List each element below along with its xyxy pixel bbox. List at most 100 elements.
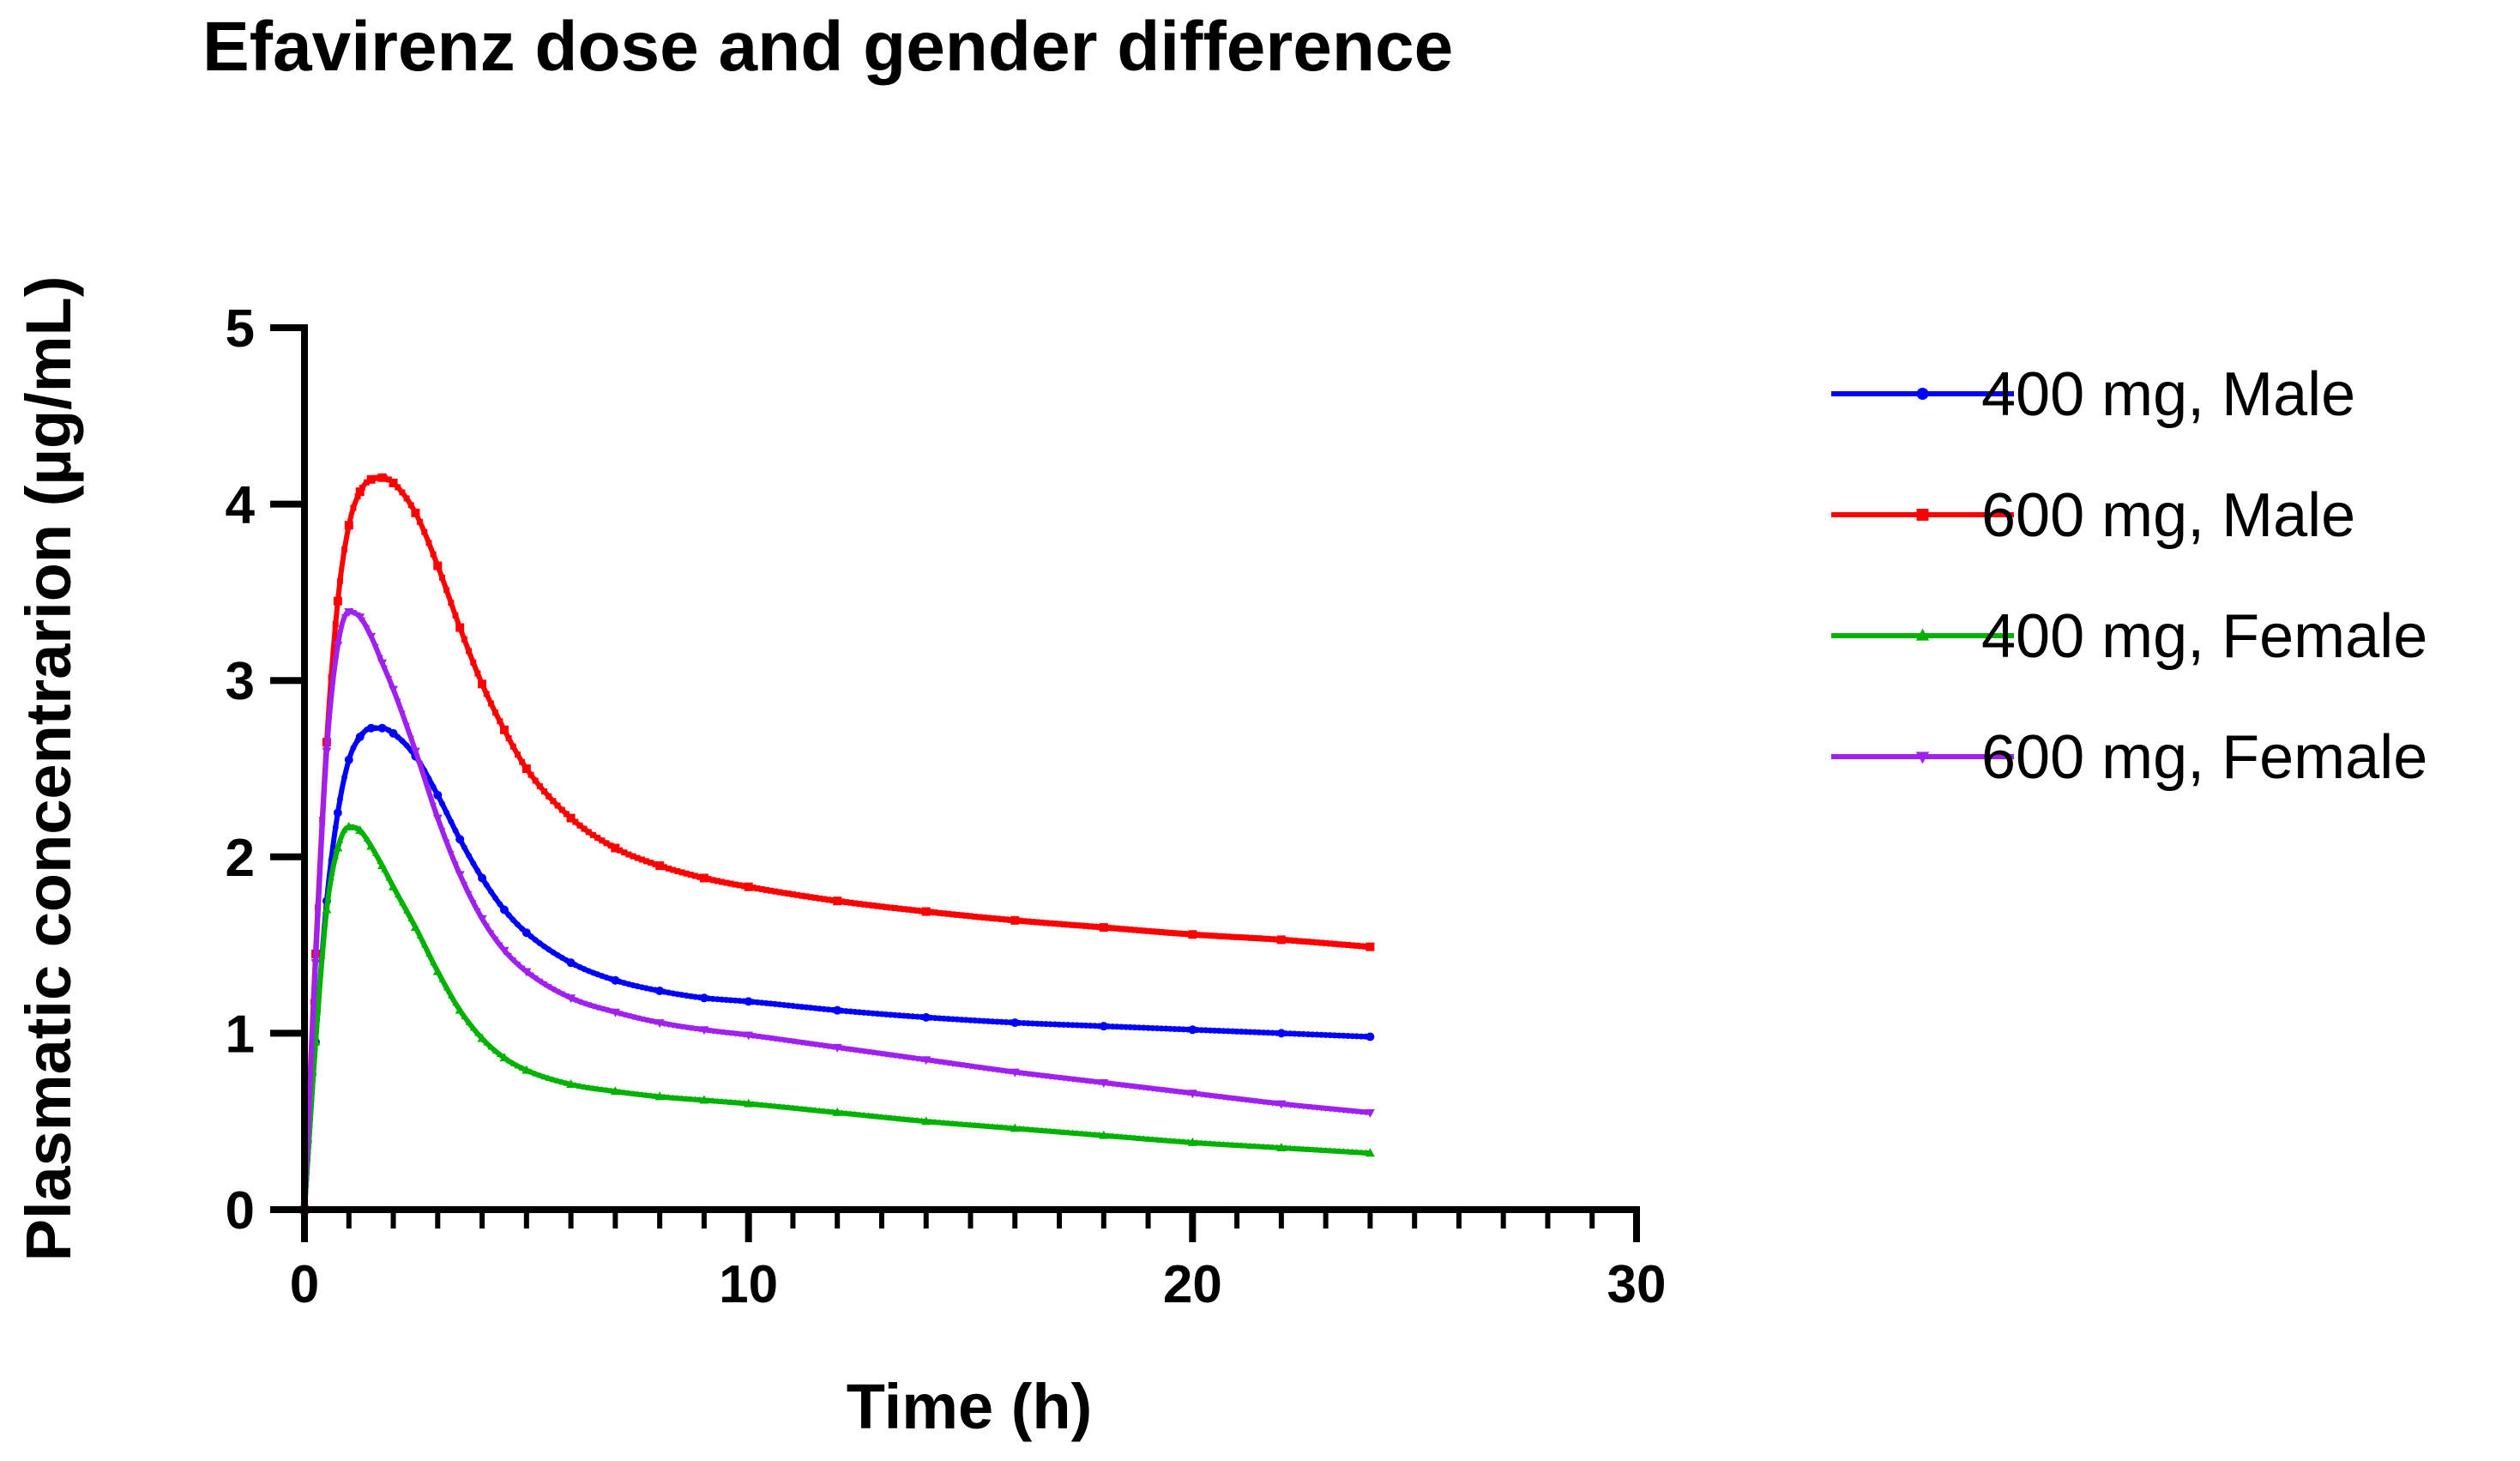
- data-point: [389, 728, 398, 738]
- data-point: [477, 1033, 487, 1042]
- data-point: [389, 685, 399, 695]
- data-point: [921, 1116, 931, 1126]
- data-point: [833, 1005, 842, 1015]
- data-point: [921, 907, 931, 916]
- data-point: [521, 968, 532, 977]
- data-point: [322, 904, 332, 914]
- x-tick-label: 0: [290, 1255, 319, 1314]
- y-tick-label: 1: [226, 1005, 255, 1064]
- data-point: [1366, 1032, 1375, 1041]
- x-tick-label: 10: [719, 1255, 778, 1314]
- data-point: [410, 922, 420, 932]
- data-point: [1188, 930, 1197, 939]
- data-point: [832, 1107, 842, 1116]
- data-point: [611, 975, 620, 985]
- data-point: [478, 679, 487, 689]
- data-point: [611, 843, 620, 853]
- data-point: [333, 808, 342, 818]
- data-point: [411, 508, 420, 517]
- legend-label: 600 mg, Female: [1981, 723, 2427, 792]
- data-point: [1099, 923, 1108, 933]
- data-point: [433, 790, 443, 800]
- data-point: [377, 473, 387, 482]
- y-tick-label: 4: [226, 476, 256, 535]
- data-point: [389, 478, 398, 487]
- data-point: [499, 905, 509, 915]
- legend: 400 mg, Male 600 mg, Male 400 mg, Female 60…: [1831, 360, 2427, 792]
- data-point: [744, 1098, 754, 1108]
- y-tick-label: 2: [226, 829, 255, 888]
- legend-item: 600 mg, Male: [1831, 481, 2355, 550]
- data-point: [344, 521, 353, 530]
- x-ticks-group: 0 10 20 30: [290, 1210, 1666, 1314]
- data-point: [1187, 1090, 1197, 1099]
- y-tick-label: 0: [226, 1181, 255, 1241]
- data-point: [521, 764, 531, 773]
- data-point: [1010, 915, 1020, 925]
- data-point: [699, 873, 708, 883]
- data-point: [699, 993, 708, 1003]
- data-point: [377, 723, 387, 733]
- data-point: [366, 474, 376, 484]
- data-point: [744, 997, 753, 1006]
- data-point: [478, 873, 487, 883]
- axes-group: 0 10 20 30 0 1 2 3 4 5: [226, 299, 1667, 1314]
- data-point: [610, 1008, 620, 1017]
- data-point: [1099, 1022, 1108, 1031]
- data-point: [455, 1005, 465, 1014]
- data-point: [344, 755, 353, 764]
- series-markers-1: [301, 725, 1373, 1213]
- data-point: [499, 725, 509, 734]
- x-tick-label: 20: [1163, 1255, 1222, 1314]
- data-point: [655, 861, 665, 871]
- data-point: [499, 946, 509, 956]
- data-point: [455, 835, 465, 844]
- data-point: [322, 747, 332, 757]
- plot-series-group: [299, 473, 1375, 1215]
- data-point: [1276, 1100, 1287, 1109]
- data-point: [833, 897, 842, 906]
- data-point: [344, 608, 354, 618]
- data-point: [655, 987, 665, 996]
- chart-title: Efavirenz dose and gender difference: [202, 8, 1453, 86]
- series-line-4: [302, 609, 1373, 1212]
- data-point: [566, 1079, 576, 1089]
- y-axis-title: Plasmatic concentrarion (µg/mL): [13, 276, 84, 1262]
- data-point: [521, 928, 531, 938]
- data-point: [389, 881, 399, 890]
- data-point: [1366, 942, 1375, 951]
- data-point: [654, 1019, 665, 1029]
- data-point: [433, 561, 443, 571]
- data-point: [333, 642, 343, 651]
- legend-item: 400 mg, Male: [1831, 360, 2355, 429]
- data-point: [333, 596, 342, 606]
- data-point: [1188, 1025, 1197, 1035]
- data-point: [566, 958, 576, 968]
- data-point: [610, 1086, 620, 1096]
- legend-label: 600 mg, Male: [1981, 481, 2355, 550]
- data-point: [744, 1031, 754, 1041]
- data-point: [310, 959, 321, 969]
- data-point: [1010, 1123, 1020, 1132]
- data-point: [477, 915, 487, 924]
- data-point: [455, 871, 465, 880]
- data-point: [355, 732, 365, 741]
- data-point: [1276, 1029, 1286, 1038]
- data-point: [344, 821, 354, 830]
- data-point: [654, 1091, 665, 1101]
- y-tick-label: 5: [226, 299, 255, 359]
- data-point: [744, 882, 753, 891]
- data-point: [1276, 1143, 1287, 1152]
- data-point: [333, 842, 343, 852]
- data-point: [432, 814, 443, 824]
- data-point: [699, 1026, 709, 1035]
- y-tick-label: 3: [226, 652, 255, 711]
- data-point: [921, 1012, 931, 1022]
- x-axis-title: Time (h): [847, 1371, 1092, 1442]
- legend-marker: [1915, 628, 1930, 641]
- data-point: [366, 841, 377, 850]
- legend-marker: [1916, 509, 1929, 521]
- legend-label: 400 mg, Male: [1981, 360, 2355, 429]
- data-point: [377, 860, 388, 870]
- legend-marker: [1916, 388, 1929, 401]
